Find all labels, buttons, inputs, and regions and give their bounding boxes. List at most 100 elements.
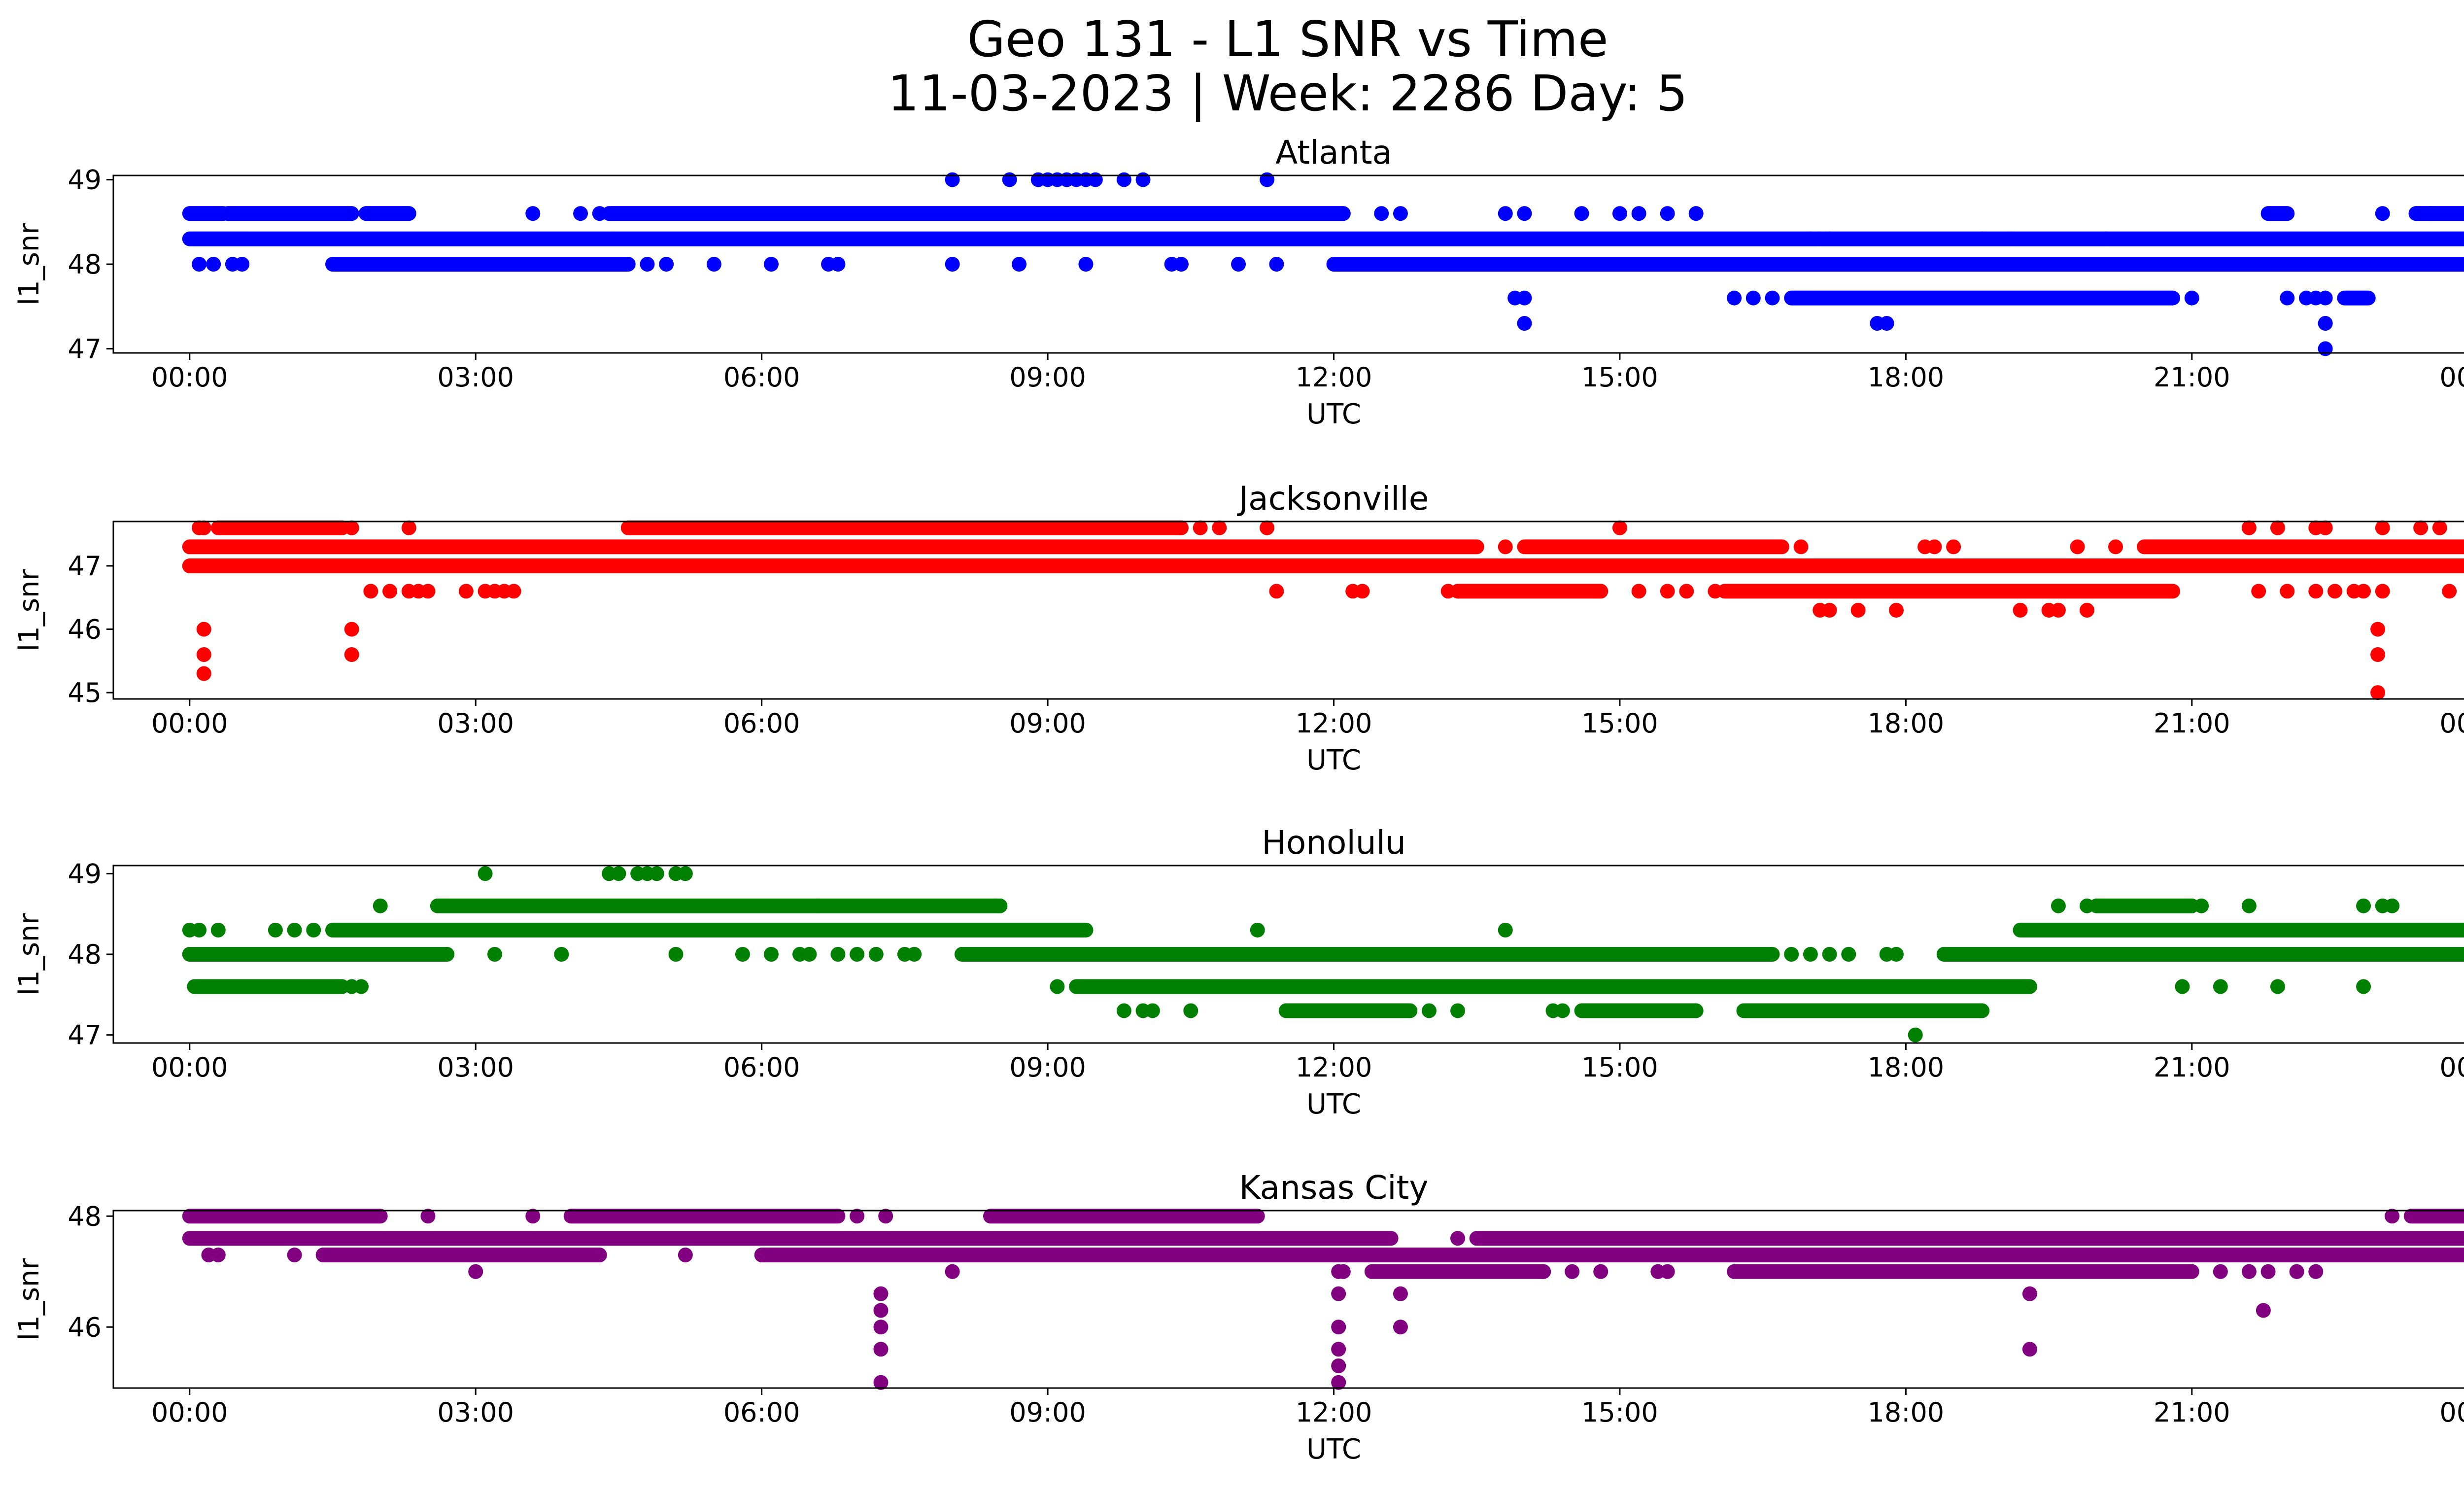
series-kansas-city [182, 1209, 2464, 1390]
data-band [563, 1209, 846, 1224]
data-point [2194, 898, 2209, 913]
data-point [1421, 1003, 1437, 1018]
data-point [196, 666, 211, 681]
x-tick-label: 09:00 [1009, 1052, 1086, 1083]
y-tick-label: 47 [68, 333, 102, 364]
data-point [2308, 1264, 2324, 1279]
data-point [1393, 1286, 1408, 1301]
data-point [1012, 257, 1027, 272]
data-point [468, 1264, 483, 1279]
x-tick-label: 00:00 [151, 1397, 228, 1428]
data-point [196, 647, 211, 662]
data-band [954, 947, 1780, 962]
data-point [420, 1209, 436, 1224]
data-band [1469, 1231, 2464, 1246]
data-point [2270, 520, 2285, 535]
data-point [2385, 1209, 2400, 1224]
x-tick-label: 03:00 [437, 1397, 514, 1428]
x-tick-label: 18:00 [1868, 1397, 1945, 1428]
data-point [2079, 603, 2094, 618]
y-axis-label: l1_snr [13, 1258, 45, 1341]
data-point [649, 866, 664, 881]
data-band [1364, 1264, 1551, 1279]
data-point [1679, 584, 1694, 599]
data-point [420, 584, 436, 599]
data-point [363, 584, 378, 599]
y-tick-label: 49 [68, 858, 102, 889]
data-point [2175, 979, 2190, 994]
data-band [182, 206, 231, 221]
data-point [2260, 1264, 2276, 1279]
data-band [1736, 1003, 1990, 1018]
x-axis-label: UTC [1306, 1088, 1361, 1120]
data-point [2423, 206, 2438, 221]
x-tick-label: 03:00 [437, 362, 514, 393]
series-atlanta [182, 172, 2464, 356]
data-point [2270, 979, 2285, 994]
data-point [1269, 257, 1284, 272]
x-axis-label: UTC [1306, 398, 1361, 430]
data-point [1193, 520, 1208, 535]
data-point [873, 1375, 889, 1390]
data-point [659, 257, 674, 272]
data-point [210, 1248, 226, 1262]
data-point [2442, 584, 2457, 599]
data-band [2337, 290, 2376, 306]
data-point [1498, 539, 1513, 555]
data-point [2327, 584, 2343, 599]
x-tick-label: 21:00 [2154, 708, 2230, 739]
panel-title-jacksonville: Jacksonville [1237, 480, 1429, 518]
data-point [1450, 1003, 1466, 1018]
y-tick-label: 47 [68, 551, 102, 582]
data-point [678, 1248, 693, 1262]
data-point [1440, 584, 1456, 599]
data-point [1331, 1375, 1346, 1390]
figure-title-line1: Geo 131 - L1 SNR vs Time [967, 10, 1608, 68]
data-point [506, 584, 521, 599]
data-point [2385, 898, 2400, 913]
data-point [1040, 1248, 1056, 1262]
data-point [1355, 584, 1370, 599]
data-point [1574, 206, 1589, 221]
data-point [1212, 520, 1227, 535]
data-point [2308, 584, 2324, 599]
data-point [210, 922, 226, 938]
data-point [1517, 316, 1532, 331]
data-point [1908, 1027, 1923, 1043]
data-point [1784, 947, 1799, 962]
data-band [1326, 257, 2464, 272]
data-band [325, 257, 636, 272]
data-point [1173, 257, 1189, 272]
data-point [268, 922, 283, 938]
data-point [1822, 603, 1837, 618]
data-point [192, 922, 207, 938]
x-tick-label: 18:00 [1868, 708, 1945, 739]
data-point [1250, 922, 1265, 938]
x-tick-label: 03:00 [437, 708, 514, 739]
data-point [1745, 290, 1761, 306]
data-point [873, 1286, 889, 1301]
data-band [1278, 1003, 1418, 1018]
data-point [873, 1342, 889, 1357]
data-band [2403, 1209, 2464, 1224]
data-point [2098, 231, 2114, 246]
data-point [873, 1320, 889, 1335]
data-point [2051, 898, 2066, 913]
x-tick-label: 00:00 [2439, 1052, 2464, 1083]
data-band [1450, 584, 1608, 599]
data-point [2318, 290, 2333, 306]
data-point [640, 257, 655, 272]
data-point [1331, 1286, 1346, 1301]
data-point [2370, 622, 2386, 637]
data-point [1331, 1358, 1346, 1373]
data-point [1612, 206, 1627, 221]
data-point [668, 947, 684, 962]
data-band [315, 1248, 607, 1262]
data-point [1975, 231, 1990, 246]
data-band [811, 898, 1008, 913]
data-point [1393, 1320, 1408, 1335]
data-point [1841, 947, 1856, 962]
x-tick-label: 00:00 [151, 1052, 228, 1083]
x-tick-label: 15:00 [1581, 1397, 1658, 1428]
